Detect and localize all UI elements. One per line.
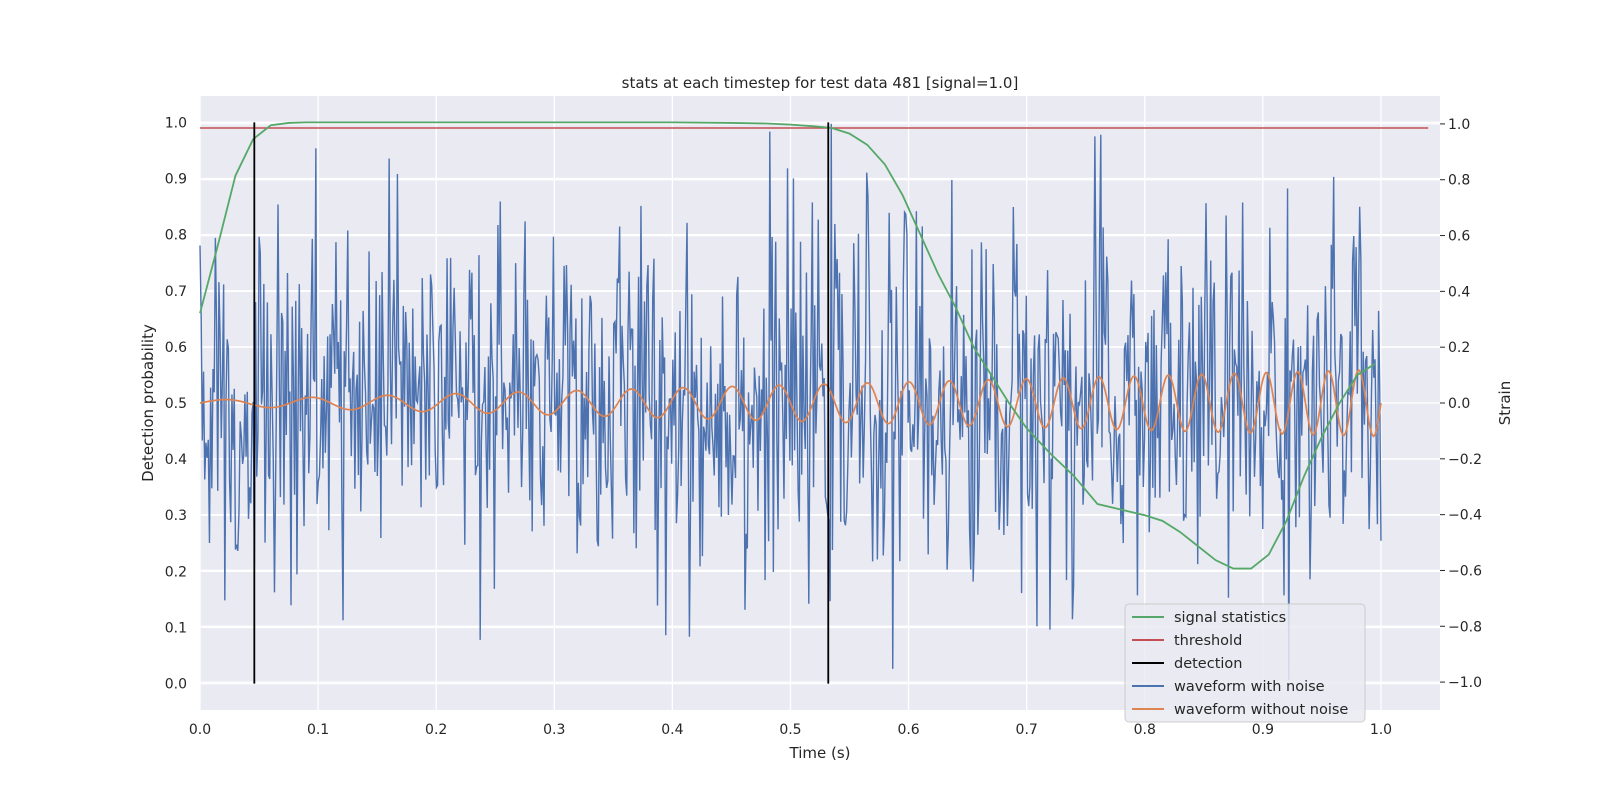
x-tick-label: 0.7 bbox=[1016, 722, 1038, 738]
legend-label-waveform-without-noise: waveform without noise bbox=[1174, 702, 1348, 718]
right-y-tick-label: 0.2 bbox=[1448, 340, 1470, 356]
x-tick-label: 0.0 bbox=[189, 722, 211, 738]
x-tick-label: 0.4 bbox=[661, 722, 683, 738]
right-y-tick-label: 0.4 bbox=[1448, 284, 1470, 300]
right-y-tick-label: 1.0 bbox=[1448, 117, 1470, 133]
legend: signal statistics threshold detection wa… bbox=[1124, 603, 1366, 723]
x-tick-label: 0.3 bbox=[543, 722, 565, 738]
right-y-tick-label: −1.0 bbox=[1448, 675, 1482, 691]
right-y-tick-label: −0.4 bbox=[1448, 508, 1482, 524]
left-y-tick-label: 0.8 bbox=[165, 228, 187, 244]
left-y-tick-label: 1.0 bbox=[165, 115, 187, 131]
x-tick-label: 0.5 bbox=[779, 722, 801, 738]
left-y-tick-label: 0.0 bbox=[165, 677, 187, 693]
x-tick-label: 1.0 bbox=[1370, 722, 1392, 738]
right-y-tick-label: −0.2 bbox=[1448, 452, 1482, 468]
left-y-tick-labels: 0.0 0.1 0.2 0.3 0.4 0.5 0.6 0.7 0.8 0.9 1.0 bbox=[165, 115, 187, 692]
grid-horizontal bbox=[200, 121, 1440, 685]
chart-title: stats at each timestep for test data 481… bbox=[622, 74, 1019, 92]
right-y-tick-label: 0.6 bbox=[1448, 229, 1470, 245]
x-axis-label: Time (s) bbox=[789, 744, 851, 762]
series-layer bbox=[199, 121, 1429, 684]
left-y-axis-label: Detection probability bbox=[139, 324, 157, 482]
signal-statistics-line bbox=[199, 121, 1376, 570]
right-y-tick-label: −0.6 bbox=[1448, 563, 1482, 579]
left-y-tick-label: 0.1 bbox=[165, 620, 187, 636]
legend-label-signal-statistics: signal statistics bbox=[1174, 610, 1286, 626]
legend-label-threshold: threshold bbox=[1174, 633, 1242, 649]
x-tick-label: 0.9 bbox=[1252, 722, 1274, 738]
left-y-tick-label: 0.4 bbox=[165, 452, 187, 468]
legend-box bbox=[1124, 603, 1366, 723]
waveform-without-noise-line bbox=[199, 368, 1382, 438]
waveform-with-noise-line bbox=[199, 123, 1382, 681]
x-tick-label: 0.6 bbox=[897, 722, 919, 738]
left-y-tick-label: 0.2 bbox=[165, 564, 187, 580]
left-y-tick-label: 0.9 bbox=[165, 172, 187, 188]
x-tick-labels: 0.0 0.1 0.2 0.3 0.4 0.5 0.6 0.7 0.8 0.9 1.0 bbox=[189, 722, 1392, 738]
x-tick-label: 0.2 bbox=[425, 722, 447, 738]
right-y-tick-label: 0.0 bbox=[1448, 396, 1470, 412]
right-y-tick-label: 0.8 bbox=[1448, 173, 1470, 189]
left-y-tick-label: 0.5 bbox=[165, 396, 187, 412]
legend-label-detection: detection bbox=[1174, 656, 1242, 672]
legend-label-waveform-with-noise: waveform with noise bbox=[1174, 679, 1325, 695]
x-tick-label: 0.1 bbox=[307, 722, 329, 738]
right-y-tick-label: −0.8 bbox=[1448, 619, 1482, 635]
right-y-axis-label: Strain bbox=[1496, 381, 1514, 425]
left-y-tick-label: 0.3 bbox=[165, 508, 187, 524]
left-y-tick-label: 0.6 bbox=[165, 340, 187, 356]
right-y-tick-labels: −1.0 −0.8 −0.6 −0.4 −0.2 0.0 0.2 0.4 0.6 0.8 1.0 bbox=[1440, 117, 1482, 691]
left-y-tick-label: 0.7 bbox=[165, 284, 187, 300]
x-tick-label: 0.8 bbox=[1134, 722, 1156, 738]
